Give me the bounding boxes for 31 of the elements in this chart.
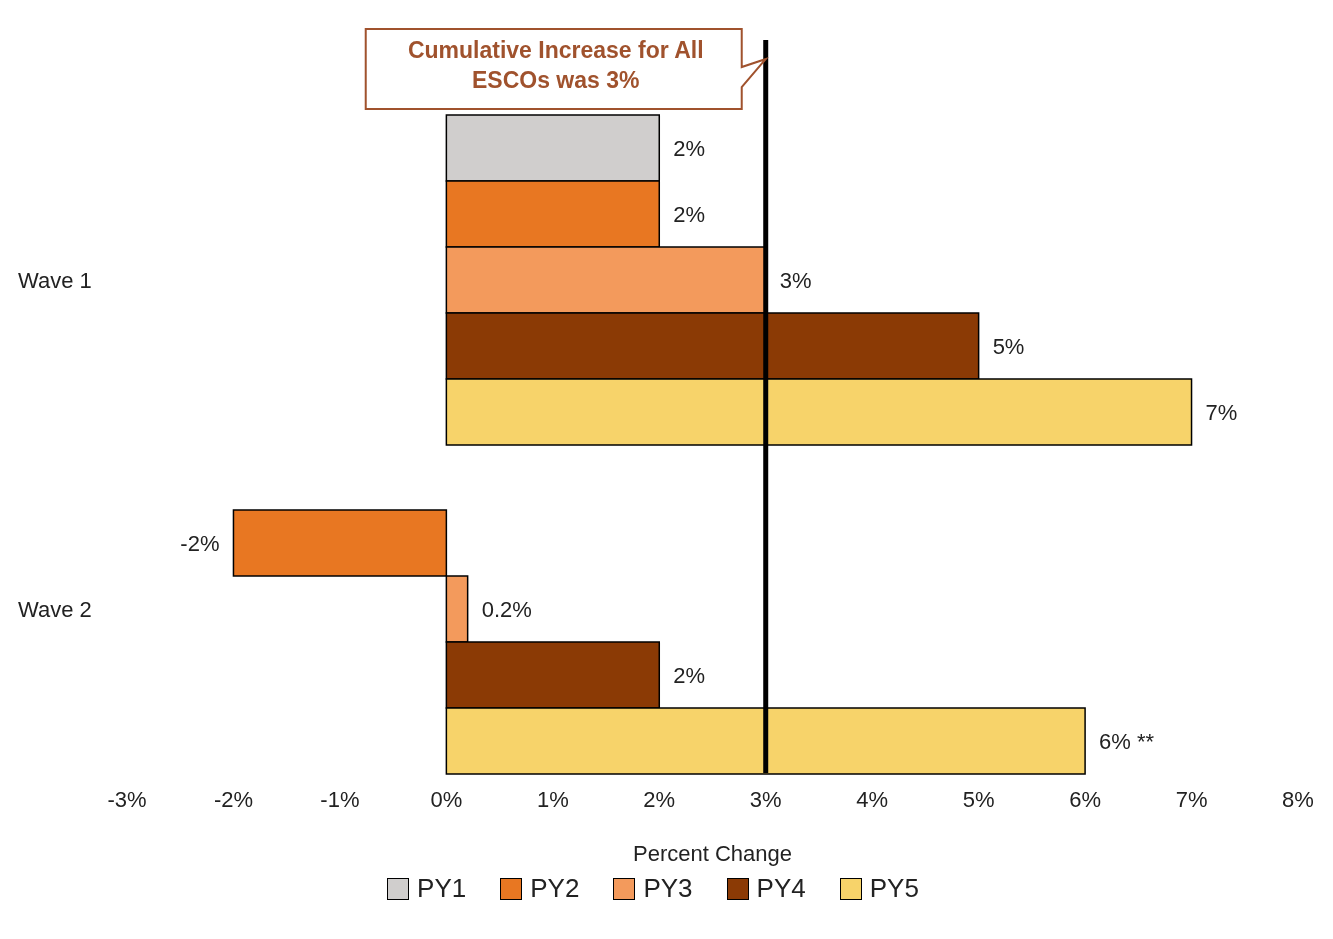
data-label: 2% [673, 663, 706, 688]
legend-label: PY2 [529, 873, 580, 904]
data-label: 3% [779, 268, 812, 293]
y-tick-label: Wave 2 [18, 596, 92, 622]
legend-label: PY4 [755, 873, 806, 904]
x-tick-label: 2% [643, 786, 676, 812]
data-label: 2% [673, 136, 706, 161]
legend-label: PY5 [868, 873, 919, 904]
callout-box: Cumulative Increase for All ESCOs was 3% [364, 28, 769, 110]
legend-label: PY1 [416, 873, 467, 904]
x-tick-label: 3% [749, 786, 782, 812]
x-tick-label: 8% [1282, 786, 1314, 812]
x-tick-label: 1% [536, 786, 569, 812]
x-axis-title: Percent Change [633, 841, 792, 866]
data-label: 2% [673, 202, 706, 227]
ref-line-label: Cumulative Increase for All ESCOs was 3% [406, 36, 705, 95]
x-tick-label: 5% [962, 786, 995, 812]
x-tick-label: -3% [107, 786, 147, 812]
x-tick-label: 0% [430, 786, 463, 812]
x-tick-label: 7% [1175, 786, 1208, 812]
data-label: 0.2% [481, 597, 532, 622]
data-label: 5% [992, 334, 1025, 359]
data-label: -2% [180, 531, 220, 556]
x-tick-label: -2% [213, 786, 254, 812]
legend-label: PY3 [642, 873, 693, 904]
data-label: 6% ** [1099, 729, 1155, 754]
x-tick-label: -1% [320, 786, 360, 812]
data-label: 7% [1205, 400, 1238, 425]
x-tick-label: 4% [856, 786, 889, 812]
y-tick-label: Wave 1 [18, 267, 92, 293]
x-tick-label: 6% [1069, 786, 1101, 812]
